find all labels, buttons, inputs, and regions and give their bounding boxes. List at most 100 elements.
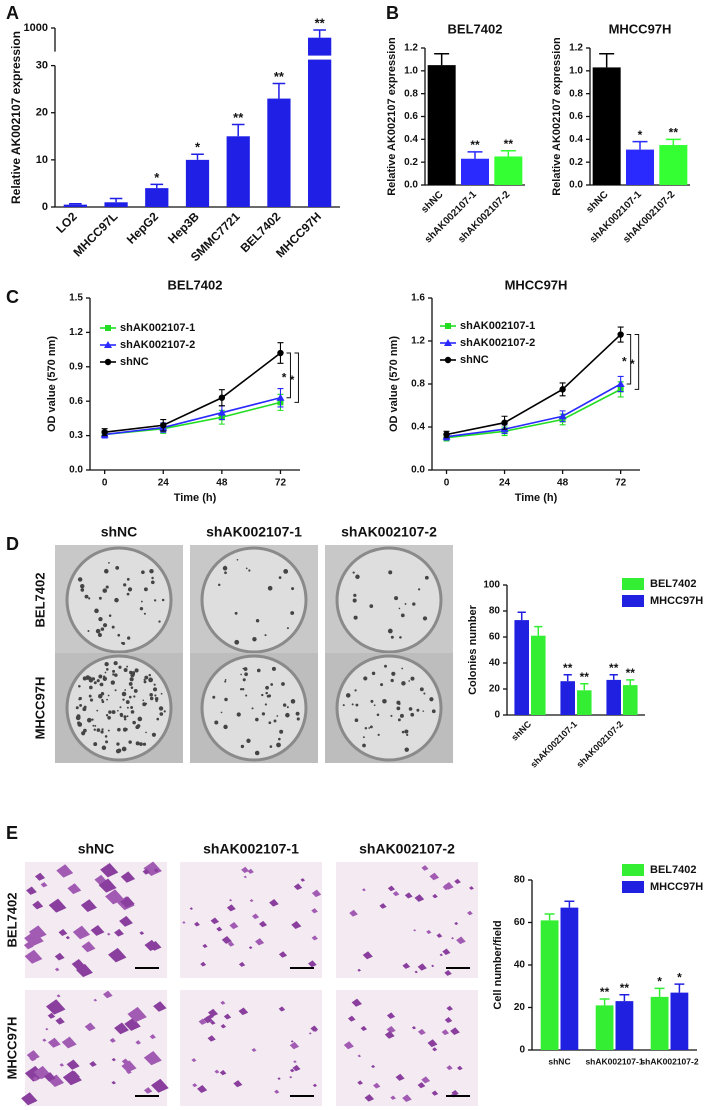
colony <box>117 727 121 732</box>
colony <box>114 689 117 692</box>
colony <box>254 750 260 756</box>
chart-title: BEL7402 <box>168 277 223 292</box>
column-label: shAK002107-1 <box>206 524 302 540</box>
cell <box>229 922 239 930</box>
colony <box>149 693 153 697</box>
cell <box>142 868 151 875</box>
colony <box>126 715 129 718</box>
photo <box>25 990 167 1106</box>
colony <box>117 633 121 637</box>
colony <box>240 744 245 749</box>
chart-title: BEL7402 <box>448 21 503 36</box>
colony <box>154 697 159 701</box>
y-tick-label: 0.2 <box>404 157 418 168</box>
cell <box>357 968 361 972</box>
error-bar <box>150 183 164 189</box>
cell <box>47 1037 61 1048</box>
y-tick-label: 1.2 <box>411 336 425 347</box>
colony <box>429 697 434 702</box>
colony <box>264 634 267 637</box>
photo <box>180 862 322 978</box>
cell <box>56 994 61 998</box>
bar <box>615 1001 634 1050</box>
colony <box>133 689 138 693</box>
colony <box>123 718 127 721</box>
y-tick-label: 0.4 <box>404 134 418 145</box>
bar <box>145 188 169 207</box>
significance-label: ** <box>233 110 244 125</box>
cell <box>153 868 159 873</box>
cell <box>371 1064 376 1069</box>
colony <box>130 706 134 709</box>
colony <box>276 715 279 717</box>
colony <box>105 585 109 589</box>
colony <box>75 715 81 721</box>
colony <box>261 693 264 697</box>
error-bar <box>632 140 648 150</box>
y-tick-label: 20 <box>514 1002 526 1013</box>
bar <box>595 1005 614 1050</box>
cell <box>54 967 60 972</box>
x-tick-label: 72 <box>615 478 627 489</box>
colony <box>125 700 130 704</box>
chart-title: MHCC97H <box>609 21 672 36</box>
colony <box>89 698 94 702</box>
cell <box>89 1061 97 1067</box>
y-axis-label: Relative AK002107 expression <box>9 31 23 204</box>
bar <box>577 690 592 715</box>
dish <box>335 546 443 654</box>
cell <box>248 946 253 950</box>
colony <box>153 683 156 686</box>
colony <box>108 562 110 564</box>
cell <box>469 886 474 890</box>
cell <box>26 886 37 895</box>
cell <box>226 904 236 912</box>
cell <box>310 1025 319 1032</box>
cell <box>431 964 435 968</box>
cell <box>243 875 247 879</box>
colony <box>269 745 273 748</box>
significance-label: * <box>677 970 682 984</box>
colony <box>377 733 380 736</box>
colony <box>92 724 95 727</box>
colony <box>271 666 276 671</box>
colony <box>278 576 282 579</box>
colony <box>101 728 104 731</box>
series-line <box>446 383 622 438</box>
cell <box>251 1047 257 1052</box>
colony <box>283 569 289 574</box>
bar <box>185 159 210 207</box>
cell <box>421 865 429 871</box>
cell <box>429 872 440 881</box>
colony <box>401 681 406 686</box>
series-line <box>446 333 622 436</box>
colony <box>148 677 154 683</box>
colony <box>118 665 122 669</box>
colony <box>214 720 219 725</box>
y-tick-label: 10 <box>36 154 48 166</box>
marker <box>616 380 625 387</box>
significance-label: ** <box>626 666 636 680</box>
colony <box>149 568 154 574</box>
error-bar <box>313 29 326 38</box>
y-tick-label: 1.5 <box>69 293 83 304</box>
colony <box>355 574 360 580</box>
significance-bracket <box>286 352 291 399</box>
colony <box>224 571 227 575</box>
colony <box>123 668 128 672</box>
colony <box>382 698 387 704</box>
row-label: MHCC97H <box>32 677 47 740</box>
colony <box>98 617 103 622</box>
y-tick-label: 0.6 <box>404 111 418 122</box>
colony <box>126 665 129 668</box>
colony <box>408 707 413 711</box>
cell <box>446 1065 453 1071</box>
colony <box>142 702 147 707</box>
cell <box>457 1065 463 1071</box>
significance-bracket <box>634 334 640 390</box>
cell <box>300 878 306 882</box>
column-label: shNC <box>78 841 115 857</box>
colony <box>153 687 158 692</box>
cell <box>100 862 119 878</box>
